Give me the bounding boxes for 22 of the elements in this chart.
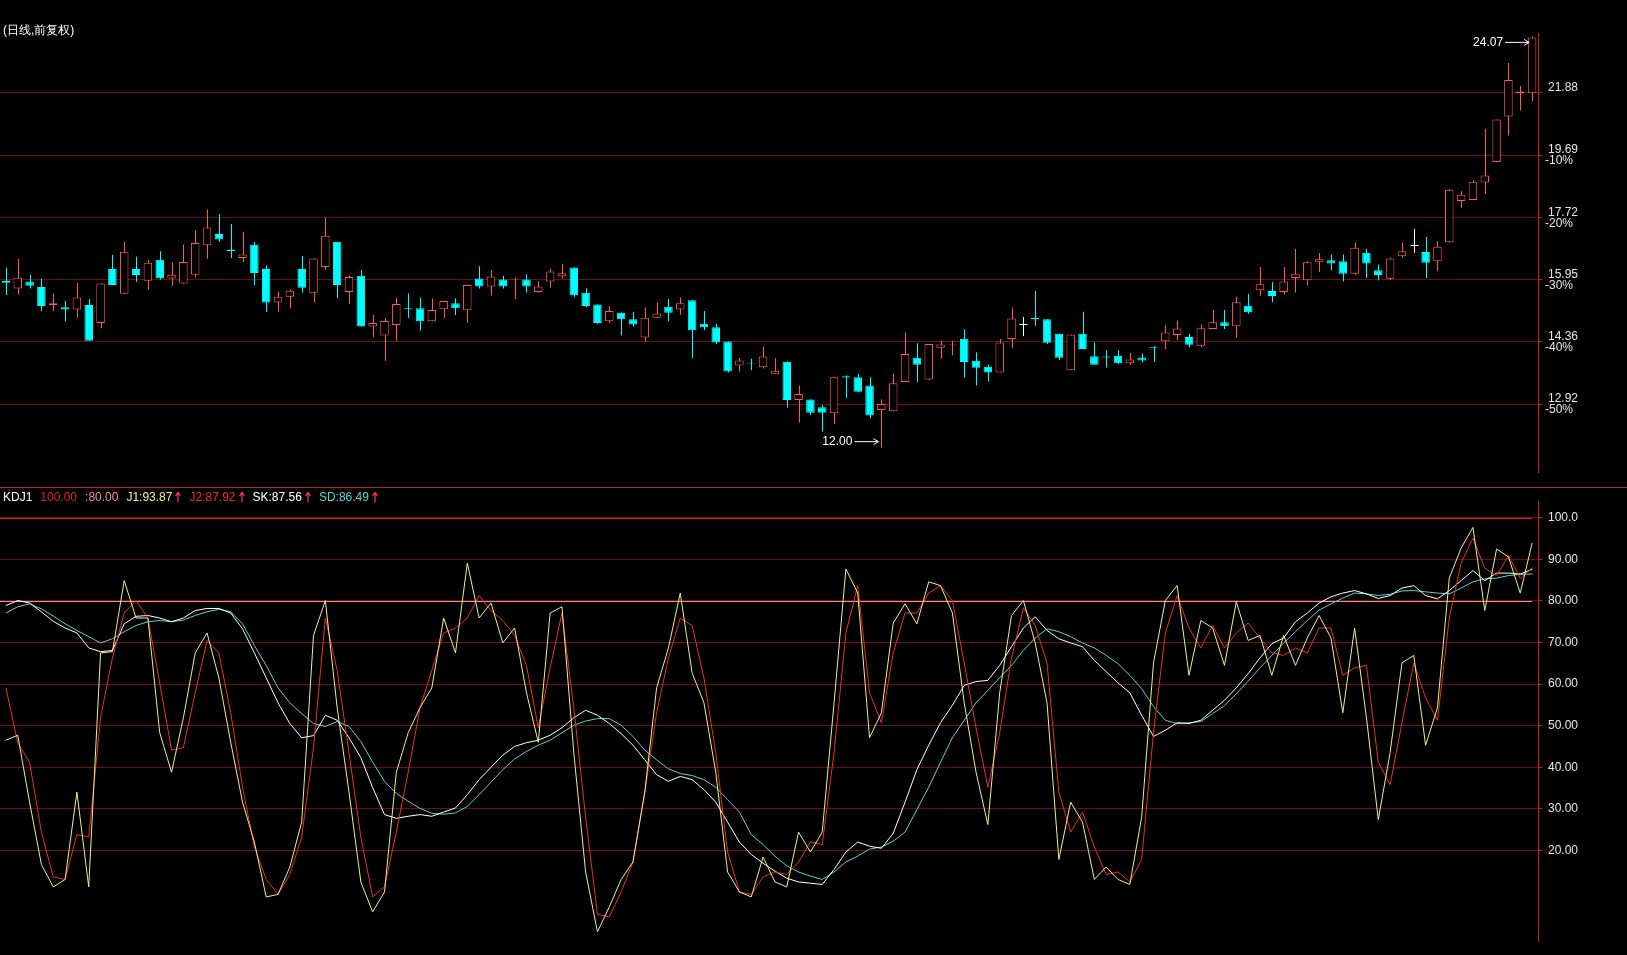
text: SK:87.56 (252, 490, 303, 504)
ref-line-label: :80.00 (85, 490, 119, 504)
y-tick-label: 80.00 (1548, 593, 1579, 608)
annotation: 12.00 (822, 433, 853, 448)
y-tick-label: 90.00 (1548, 551, 1579, 566)
y-tick-label: 40.00 (1548, 759, 1579, 774)
y-tick-label: 30.00 (1548, 801, 1579, 816)
text: J1:93.87 (126, 490, 174, 504)
y2-tick-label: -10% (1545, 153, 1574, 168)
y-tick-label: 20.00 (1548, 842, 1579, 857)
text: J2:87.92 (189, 490, 237, 504)
chart-title: KDJ1 (3, 490, 33, 504)
y-tick-label: 60.00 (1548, 676, 1579, 691)
chart-title: (日线,前复权) (3, 22, 75, 39)
text: SD:86.49 (318, 490, 370, 504)
annotation: 24.07 (1473, 34, 1504, 49)
ref-line-label: 100.00 (40, 490, 78, 504)
y-tick-label: 70.00 (1548, 634, 1579, 649)
y-tick-label: 50.00 (1548, 717, 1579, 732)
y2-tick-label: -50% (1545, 402, 1574, 417)
y-tick-label: 21.88 (1548, 80, 1579, 95)
y-tick-label: 100.0 (1548, 510, 1579, 525)
